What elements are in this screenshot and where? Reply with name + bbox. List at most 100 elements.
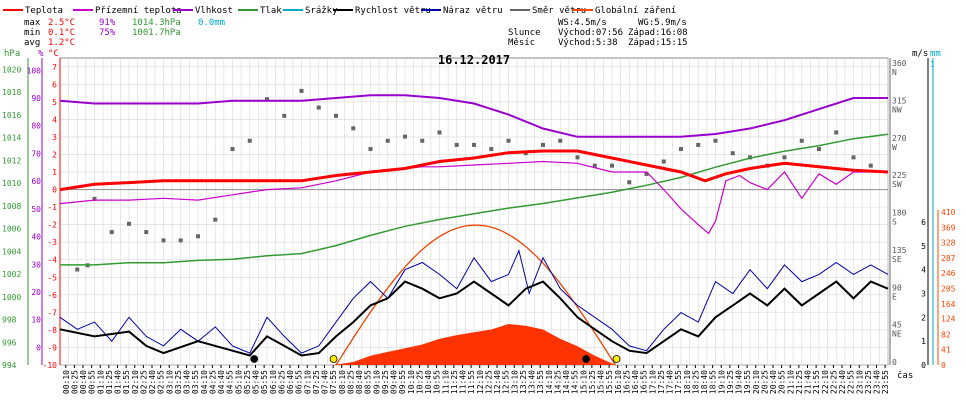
wind-direction-point [506, 138, 511, 143]
time-tick-label: 03:10 [165, 370, 174, 394]
stats-row-label: avg [24, 38, 40, 48]
time-tick-label: 21:10 [786, 370, 795, 394]
time-tick-label: 04:25 [208, 370, 217, 394]
wind-direction-point [127, 221, 131, 226]
stats-row-label: min [24, 28, 40, 38]
time-tick-label: 15:55 [605, 370, 614, 394]
wind-direction-point [265, 97, 269, 102]
stats-wind-gust: WG:5.9m/s [638, 18, 687, 28]
time-tick-label: 11:25 [450, 370, 459, 394]
time-tick-label: 04:40 [217, 370, 226, 394]
wind-direction-point [610, 163, 614, 168]
pct-tick-label: 80 [31, 122, 41, 131]
time-tick-label: 13:10 [510, 370, 519, 394]
wind-direction-point [368, 147, 373, 152]
hpa-tick-label: 1002 [2, 270, 21, 279]
temp-tick-label: 2 [52, 150, 57, 159]
time-tick-label: 17:10 [648, 370, 657, 394]
wind-speed-line [59, 280, 889, 357]
dir-tick-compass: SE [892, 255, 902, 264]
pct-tick-label: 60 [31, 177, 41, 186]
dir-tick-label: 45 [892, 321, 902, 330]
rad-tick-label: 124 [941, 315, 956, 324]
wind-direction-point [541, 142, 545, 147]
hpa-tick-label: 994 [2, 361, 17, 370]
time-tick-label: 15:25 [588, 370, 597, 394]
rad-tick-label: 0 [941, 361, 946, 370]
time-tick-label: 14:40 [562, 370, 571, 394]
hpa-unit: hPa [4, 49, 20, 59]
dir-tick-compass: NE [892, 330, 902, 339]
time-tick-label: 19:40 [735, 370, 744, 394]
time-tick-label: 22:55 [847, 370, 856, 394]
dir-tick-label: 0 [892, 358, 897, 367]
stats-rain: 0.0mm [198, 18, 225, 28]
legend-label: Teplota [25, 6, 63, 16]
stats-pressure: 1014.3hPa [132, 18, 181, 28]
temp-unit: °C [48, 49, 59, 59]
time-tick-label: 06:25 [277, 370, 286, 394]
temp-tick-label: -3 [47, 238, 57, 247]
temp-tick-label: -1 [47, 203, 57, 212]
time-tick-label: 11:55 [467, 370, 476, 394]
hpa-tick-label: 1010 [2, 179, 21, 188]
time-tick-label: 14:10 [545, 370, 554, 394]
time-tick-label: 22:40 [838, 370, 847, 394]
time-tick-label: 15:10 [579, 370, 588, 394]
wind-direction-point [420, 138, 425, 143]
wind-tick-label: 3 [921, 290, 926, 299]
wind-direction-point [316, 105, 321, 110]
legend-label: Náraz větru [443, 6, 503, 16]
pct-tick-label: 100 [27, 66, 42, 75]
time-tick-label: 21:55 [812, 370, 821, 394]
wind-direction-point [834, 130, 839, 135]
wind-direction-point [489, 147, 494, 152]
dir-tick-label: 270 [892, 134, 907, 143]
wind-direction-point [92, 196, 97, 201]
time-tick-label: 03:40 [183, 370, 192, 394]
mm-unit: mm [930, 49, 941, 59]
time-tick-label: 04:10 [200, 370, 209, 394]
dir-tick-label: 360 [892, 59, 907, 68]
dir-tick-label: 315 [892, 96, 907, 105]
time-tick-label: 06:55 [295, 370, 304, 394]
pct-tick-label: 40 [31, 233, 41, 242]
stats-pressure: 1001.7hPa [132, 28, 181, 38]
time-tick-label: 04:55 [226, 370, 235, 394]
hpa-tick-label: 1004 [2, 247, 21, 256]
time-tick-label: 02:40 [148, 370, 157, 394]
ground-temp-line [59, 160, 888, 235]
wind-direction-point [247, 138, 252, 143]
time-tick-label: 08:10 [338, 370, 347, 394]
wind-direction-point [196, 234, 200, 239]
time-tick-label: 17:25 [657, 370, 666, 394]
time-tick-label: 23:55 [881, 370, 890, 394]
wind-direction-point [75, 267, 80, 272]
time-tick-label: 18:40 [700, 370, 709, 394]
time-tick-label: 17:55 [674, 370, 683, 394]
time-tick-label: 23:10 [855, 370, 864, 394]
dir-tick-label: 135 [892, 246, 907, 255]
stats-humidity: 75% [99, 28, 116, 38]
time-tick-label: 05:40 [252, 370, 261, 394]
wind-direction-point [575, 155, 580, 160]
temp-tick-label: 5 [52, 98, 57, 107]
dir-tick-label: 90 [892, 283, 902, 292]
hpa-tick-label: 998 [2, 316, 17, 325]
temp-tick-label: 7 [52, 63, 57, 72]
hpa-tick-label: 1014 [2, 134, 21, 143]
time-tick-label: 09:25 [381, 370, 390, 394]
hpa-tick-label: 996 [2, 338, 17, 347]
dir-tick-compass: W [892, 143, 897, 152]
sun-label: Slunce [508, 28, 541, 38]
wind-direction-point [868, 163, 873, 168]
temp-tick-label: 0 [52, 186, 57, 195]
wind-direction-point [782, 155, 787, 160]
time-tick-label: 23:40 [873, 370, 882, 394]
rad-tick-label: 246 [941, 269, 956, 278]
time-tick-label: 01:10 [96, 370, 105, 394]
time-tick-label: 19:55 [743, 370, 752, 394]
wind-direction-point [454, 142, 459, 147]
wind-tick-label: 2 [921, 313, 926, 322]
